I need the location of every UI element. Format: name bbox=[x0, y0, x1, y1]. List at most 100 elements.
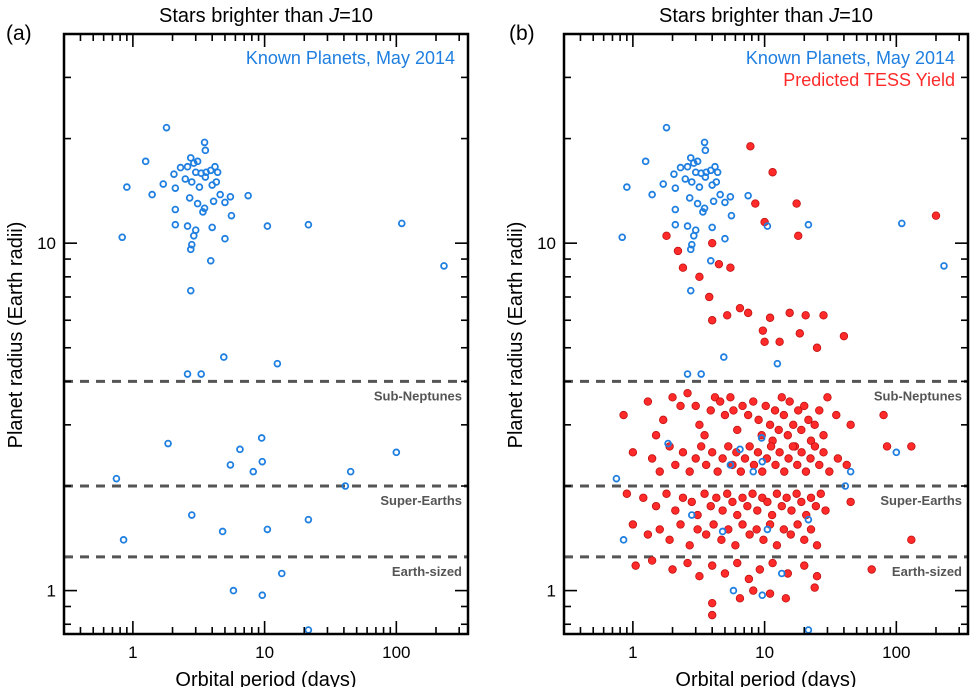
tess-point bbox=[749, 460, 759, 470]
tess-point bbox=[744, 574, 754, 584]
known-planet-point bbox=[304, 515, 313, 524]
tess-point bbox=[735, 303, 745, 313]
known-planet-point bbox=[686, 154, 695, 162]
tess-point bbox=[801, 467, 811, 476]
tess-point bbox=[683, 388, 692, 398]
known-planet-point bbox=[226, 192, 235, 201]
tess-point bbox=[695, 572, 704, 581]
tess-point bbox=[819, 431, 828, 440]
known-planet-point bbox=[112, 474, 121, 483]
tess-point bbox=[743, 410, 753, 420]
axes-a: 1 10 100 1 10 bbox=[37, 32, 470, 662]
tess-point bbox=[665, 535, 674, 545]
x-tick-label: 1 bbox=[628, 643, 637, 662]
tess-point bbox=[722, 311, 732, 320]
known-planet-point bbox=[392, 448, 401, 457]
tess-point bbox=[794, 231, 803, 241]
tess-point bbox=[712, 493, 721, 502]
tess-point bbox=[806, 493, 816, 502]
known-planet-point bbox=[199, 208, 207, 216]
known-planet-point bbox=[186, 286, 195, 295]
tess-point bbox=[718, 454, 727, 463]
tess-point bbox=[781, 594, 791, 603]
tess-point bbox=[720, 410, 730, 420]
tess-point bbox=[823, 393, 832, 402]
known-planet-point bbox=[648, 190, 656, 199]
tess-point bbox=[628, 448, 638, 457]
tess-point bbox=[643, 530, 653, 539]
tess-point bbox=[685, 467, 694, 476]
known-planet-point bbox=[171, 220, 180, 229]
known-planet-point bbox=[195, 183, 204, 191]
tess-point bbox=[797, 448, 806, 457]
tess-point bbox=[785, 308, 794, 318]
tess-point bbox=[815, 460, 824, 470]
tess-point bbox=[783, 431, 793, 440]
known-planet-point bbox=[841, 482, 850, 490]
known-planet-point bbox=[206, 166, 215, 175]
known-planet-point bbox=[716, 190, 724, 199]
known-planet-point bbox=[701, 146, 710, 155]
tess-point bbox=[671, 460, 680, 470]
tess-point bbox=[752, 525, 761, 534]
tess-point bbox=[751, 199, 760, 208]
tess-point bbox=[733, 510, 742, 520]
known-planet-point bbox=[683, 370, 692, 378]
tess-point bbox=[701, 460, 711, 470]
tess-point bbox=[821, 506, 830, 515]
tess-point bbox=[707, 610, 717, 620]
known-planet-point bbox=[659, 180, 668, 188]
tess-point bbox=[726, 263, 735, 272]
data-points-a bbox=[112, 123, 448, 634]
tess-point bbox=[724, 442, 733, 451]
tess-point bbox=[671, 506, 680, 515]
tess-point bbox=[779, 525, 789, 534]
tess-point bbox=[787, 506, 796, 515]
tess-point bbox=[765, 313, 775, 322]
known-planet-point bbox=[726, 461, 735, 469]
tess-point bbox=[706, 501, 715, 511]
known-planet-point bbox=[193, 157, 202, 166]
known-planet-point bbox=[693, 199, 702, 208]
known-planet-point bbox=[726, 192, 735, 201]
tess-point bbox=[825, 467, 834, 476]
tess-point bbox=[685, 541, 694, 550]
tess-point bbox=[700, 489, 709, 498]
tess-point bbox=[812, 541, 822, 550]
known-planet-point bbox=[186, 245, 195, 254]
known-planet-point bbox=[708, 223, 716, 232]
known-planet-point bbox=[119, 536, 128, 544]
known-planet-point bbox=[846, 467, 855, 476]
known-planet-point bbox=[773, 359, 782, 368]
plot-frame bbox=[62, 32, 470, 636]
known-planet-point bbox=[273, 359, 282, 368]
threshold-label: Sub-Neptunes bbox=[874, 388, 962, 403]
known-planet-point bbox=[263, 222, 272, 230]
tess-point bbox=[800, 401, 809, 411]
known-planet-point bbox=[721, 234, 729, 243]
known-planet-point bbox=[236, 445, 244, 454]
known-planet-point bbox=[213, 168, 222, 177]
x-tick-label: 1 bbox=[128, 643, 137, 662]
tess-point bbox=[701, 530, 711, 539]
known-planet-point bbox=[189, 159, 198, 167]
tess-point bbox=[755, 565, 765, 574]
tess-point bbox=[907, 535, 916, 545]
known-planet-point bbox=[185, 194, 194, 202]
known-planet-point bbox=[346, 467, 355, 476]
tess-point bbox=[718, 506, 727, 515]
tess-point bbox=[779, 410, 789, 420]
known-planet-point bbox=[227, 211, 236, 220]
tess-point bbox=[758, 326, 768, 335]
tess-point bbox=[774, 425, 783, 435]
known-planet-point bbox=[148, 190, 156, 199]
tess-point bbox=[728, 497, 737, 507]
threshold-label: Super-Earths bbox=[380, 493, 462, 508]
known-planet-point bbox=[212, 178, 221, 186]
tess-point bbox=[696, 442, 706, 451]
y-tick-label: 1 bbox=[47, 582, 56, 601]
tess-point bbox=[707, 561, 717, 570]
tess-point bbox=[693, 525, 702, 534]
tess-point bbox=[695, 420, 704, 430]
known-planet-point bbox=[763, 222, 772, 230]
